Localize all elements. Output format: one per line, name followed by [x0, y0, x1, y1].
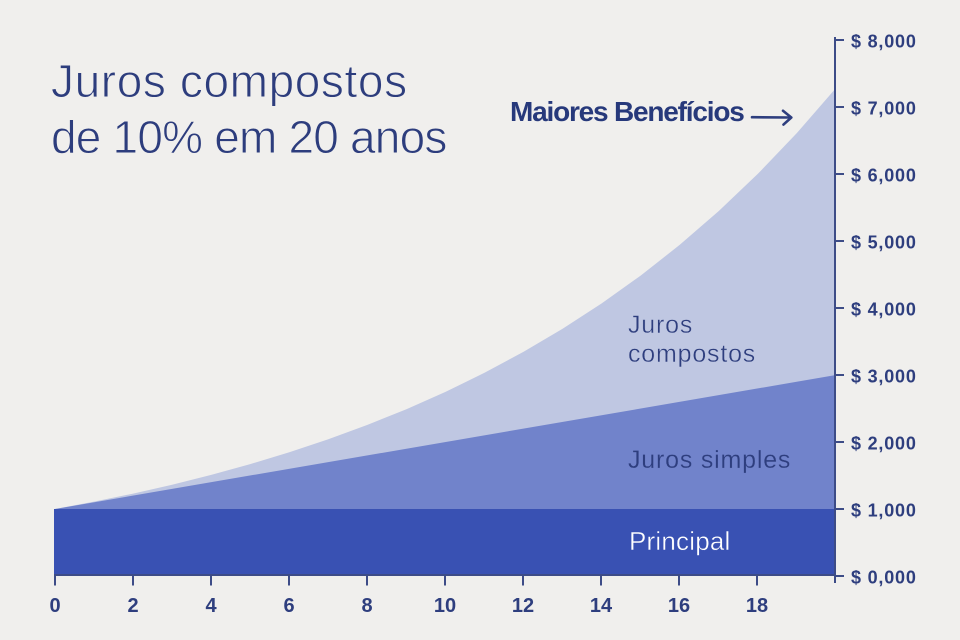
svg-text:$ 8,000: $ 8,000: [851, 32, 917, 52]
svg-text:$ 5,000: $ 5,000: [851, 233, 917, 253]
svg-text:2: 2: [127, 595, 138, 617]
svg-text:0: 0: [49, 595, 60, 617]
svg-text:16: 16: [668, 595, 690, 617]
svg-text:$ 7,000: $ 7,000: [851, 99, 917, 119]
svg-text:$ 0,000: $ 0,000: [851, 568, 917, 588]
svg-text:8: 8: [361, 595, 372, 617]
svg-text:$ 3,000: $ 3,000: [851, 367, 917, 387]
svg-text:6: 6: [283, 595, 294, 617]
svg-text:4: 4: [205, 595, 217, 617]
svg-text:14: 14: [590, 595, 613, 617]
svg-text:12: 12: [512, 595, 534, 617]
svg-text:$ 6,000: $ 6,000: [851, 166, 917, 186]
svg-text:18: 18: [746, 595, 768, 617]
svg-text:$ 1,000: $ 1,000: [851, 501, 917, 521]
svg-text:$ 4,000: $ 4,000: [851, 300, 917, 320]
svg-text:10: 10: [434, 595, 456, 617]
svg-text:$ 2,000: $ 2,000: [851, 434, 917, 454]
